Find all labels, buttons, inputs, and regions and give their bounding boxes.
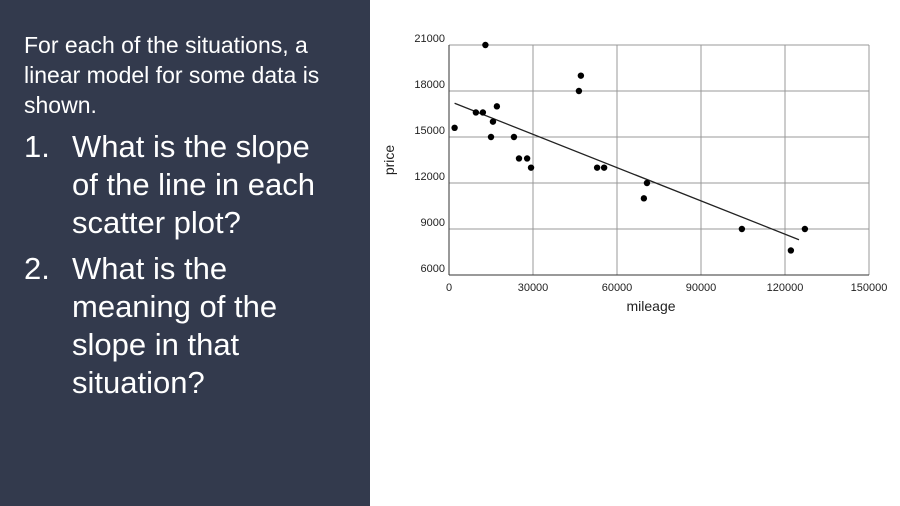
list-marker: 1. — [24, 129, 50, 164]
y-tick-label: 15000 — [414, 125, 445, 137]
list-marker: 2. — [24, 251, 50, 286]
data-point — [487, 133, 495, 141]
data-point — [515, 155, 523, 162]
question-text: What is the meaning of the slope in that… — [72, 251, 278, 400]
data-point — [493, 103, 501, 110]
chart: 0 30000 60000 90000 120000 150000 6000 9000 1200… — [381, 33, 888, 314]
data-point — [451, 124, 458, 131]
question: 1. What is the slope of the line in each… — [24, 128, 350, 242]
x-tick-label: 120000 — [767, 282, 804, 294]
y-tick-label: 9000 — [421, 217, 445, 229]
data-point — [510, 133, 518, 141]
data-point — [577, 72, 585, 79]
x-tick-label: 150000 — [851, 282, 888, 294]
x-tick-label: 90000 — [686, 282, 717, 294]
data-point — [527, 164, 535, 171]
data-point — [479, 109, 487, 116]
data-point — [600, 164, 608, 171]
data-point — [738, 225, 746, 233]
question: 2. What is the meaning of the slope in t… — [24, 250, 350, 402]
data-point — [523, 155, 531, 162]
x-axis-label: mileage — [626, 298, 675, 314]
question-text: What is the slope of the line in each sc… — [72, 129, 316, 240]
data-point — [640, 195, 648, 202]
y-axis-label: price — [381, 145, 397, 176]
data-point — [489, 118, 497, 125]
y-tick-label: 6000 — [421, 263, 445, 275]
x-tick-label: 60000 — [602, 282, 633, 294]
data-point — [482, 41, 489, 49]
data-point — [801, 225, 809, 233]
y-tick-label: 12000 — [414, 171, 445, 183]
x-tick-label: 0 — [446, 282, 452, 294]
data-point — [787, 247, 795, 254]
y-tick-label: 18000 — [414, 79, 445, 91]
trend-line — [454, 102, 800, 241]
intro-text: For each of the situations, a linear mod… — [24, 32, 320, 118]
y-tick-label: 21000 — [414, 33, 445, 45]
x-tick-label: 30000 — [518, 282, 549, 294]
data-point — [472, 109, 480, 116]
data-point — [575, 87, 583, 95]
data-point — [643, 179, 651, 187]
text-panel: For each of the situations, a linear mod… — [0, 0, 370, 506]
data-point — [593, 164, 601, 171]
